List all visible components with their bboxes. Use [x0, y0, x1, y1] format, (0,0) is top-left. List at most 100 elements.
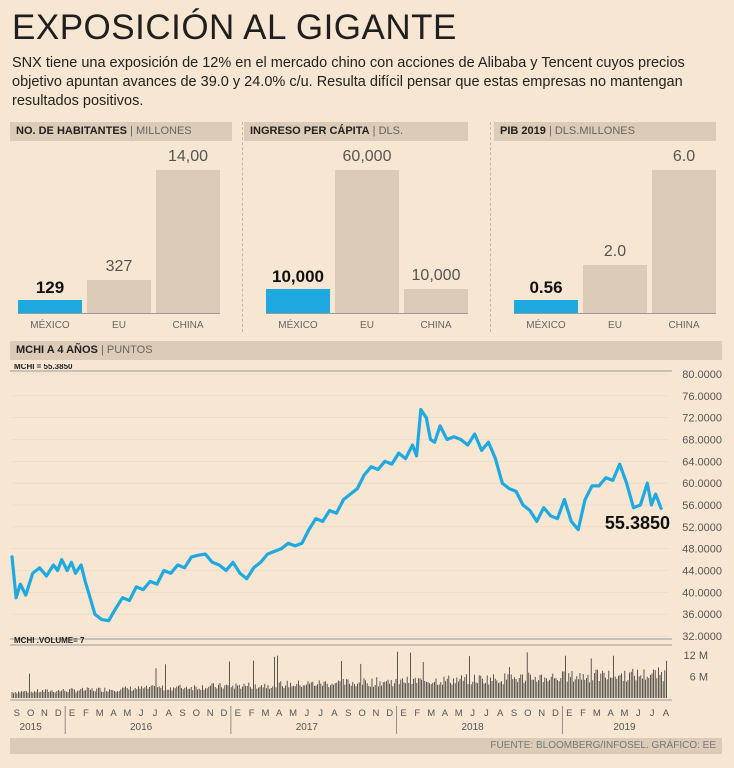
bar-baseline — [18, 313, 220, 314]
bar-category-label: EU — [360, 320, 374, 331]
y-tick-label: 80.0000 — [682, 369, 722, 381]
month-tick-label: N — [372, 708, 379, 719]
bar-value-label: 60,000 — [342, 148, 392, 165]
panel-title: NO. DE HABITANTES — [16, 125, 128, 137]
bar-category-label: CHINA — [668, 320, 700, 331]
panel-divider — [242, 122, 243, 332]
month-tick-label: M — [427, 708, 435, 719]
panel-header-pib: PIB 2019 | DLS.MILLONES — [494, 122, 716, 141]
year-label: 2017 — [296, 722, 319, 733]
month-tick-label: D — [55, 708, 62, 719]
year-label: 2016 — [130, 722, 153, 733]
month-tick-label: S — [511, 708, 517, 719]
month-tick-label: E — [400, 708, 406, 719]
month-tick-label: E — [69, 708, 75, 719]
volume-label: MCHI .VOLUME= 7 — [14, 636, 85, 645]
bar-baseline — [514, 313, 716, 314]
month-tick-label: F — [414, 708, 420, 719]
year-label: 2015 — [20, 722, 43, 733]
line-chart-header: MCHI A 4 AÑOS | PUNTOS — [10, 341, 722, 360]
month-tick-label: A — [663, 708, 670, 719]
month-tick-label: A — [110, 708, 117, 719]
bar-category-label: CHINA — [172, 320, 204, 331]
bar-méxico — [266, 289, 330, 313]
month-tick-label: A — [276, 708, 283, 719]
bar-eu — [335, 170, 399, 313]
y-tick-label: 52.0000 — [682, 522, 722, 534]
y-tick-label: 32.0000 — [682, 631, 722, 643]
month-tick-label: A — [331, 708, 338, 719]
bar-china — [652, 170, 716, 313]
month-tick-label: D — [386, 708, 393, 719]
month-tick-label: S — [345, 708, 351, 719]
bar-category-label: MÉXICO — [30, 320, 70, 331]
bar-value-label: 2.0 — [603, 243, 627, 261]
bar-category-label: CHINA — [420, 320, 452, 331]
panel-unit: DLS.MILLONES — [554, 125, 635, 137]
bar-eu — [87, 279, 151, 313]
bar-value-label: 6.0 — [672, 148, 696, 165]
month-tick-label: A — [166, 708, 173, 719]
mchi-line-chart: MCHI = 55.3850 80.0000 76.0000 72.0000 68.00… — [10, 364, 722, 734]
bar-value-label: 10,000 — [411, 267, 461, 285]
y-tick-label: 68.0000 — [682, 435, 722, 447]
month-tick-label: D — [221, 708, 228, 719]
month-tick-label: M — [96, 708, 104, 719]
panel-unit: DLS. — [378, 125, 404, 137]
month-tick-label: D — [552, 708, 559, 719]
month-tick-label: N — [207, 708, 214, 719]
volume-tick-label: 6 M — [690, 672, 708, 684]
month-tick-label: J — [636, 708, 641, 719]
month-tick-label: O — [27, 708, 34, 719]
y-tick-label: 44.0000 — [682, 566, 722, 578]
month-tick-label: M — [621, 708, 629, 719]
month-tick-label: J — [470, 708, 475, 719]
month-tick-label: J — [318, 708, 323, 719]
panel-header-ingreso: INGRESO PER CÁPITA | DLS. — [244, 122, 468, 141]
bar-china — [404, 289, 468, 313]
month-tick-label: J — [304, 708, 309, 719]
panel-divider — [490, 122, 491, 332]
month-tick-label: A — [608, 708, 615, 719]
bar-méxico — [514, 299, 578, 313]
month-tick-label: E — [235, 708, 241, 719]
bar-value-label: 327 — [105, 257, 133, 275]
month-tick-label: M — [123, 708, 131, 719]
month-tick-label: F — [249, 708, 255, 719]
bar-baseline — [266, 313, 468, 314]
y-tick-label: 56.0000 — [682, 500, 722, 512]
month-tick-label: J — [139, 708, 144, 719]
panel-header-habitantes: NO. DE HABITANTES | MILLONES — [10, 122, 232, 141]
bar-méxico — [18, 299, 82, 313]
month-tick-label: S — [14, 708, 20, 719]
month-tick-label: F — [83, 708, 89, 719]
y-tick-label: 64.0000 — [682, 456, 722, 468]
y-tick-label: 48.0000 — [682, 544, 722, 556]
bar-china — [156, 170, 220, 313]
bar-category-label: EU — [608, 320, 622, 331]
bar-category-label: MÉXICO — [278, 320, 318, 331]
panel-unit: MILLONES — [136, 125, 192, 137]
month-tick-label: A — [497, 708, 504, 719]
line-chart-title: MCHI A 4 AÑOS — [16, 344, 98, 356]
year-label: 2018 — [461, 722, 484, 733]
y-tick-label: 40.0000 — [682, 587, 722, 599]
month-tick-label: E — [566, 708, 572, 719]
month-tick-label: O — [524, 708, 531, 719]
y-tick-label: 76.0000 — [682, 391, 722, 403]
last-value-label: 55.3850 — [605, 513, 670, 533]
year-label: 2019 — [613, 722, 636, 733]
month-tick-label: N — [538, 708, 545, 719]
panel-title: PIB 2019 — [500, 125, 546, 137]
month-tick-label: J — [650, 708, 655, 719]
panel-title: INGRESO PER CÁPITA — [250, 125, 370, 137]
month-tick-label: J — [484, 708, 489, 719]
month-tick-label: M — [289, 708, 297, 719]
month-tick-label: J — [153, 708, 158, 719]
page-subtitle: SNX tiene una exposición de 12% en el me… — [12, 55, 685, 109]
bar-category-label: MÉXICO — [526, 320, 566, 331]
y-tick-label: 60.0000 — [682, 478, 722, 490]
month-tick-label: F — [580, 708, 586, 719]
y-tick-label: 36.0000 — [682, 609, 722, 621]
bar-eu — [583, 265, 647, 313]
